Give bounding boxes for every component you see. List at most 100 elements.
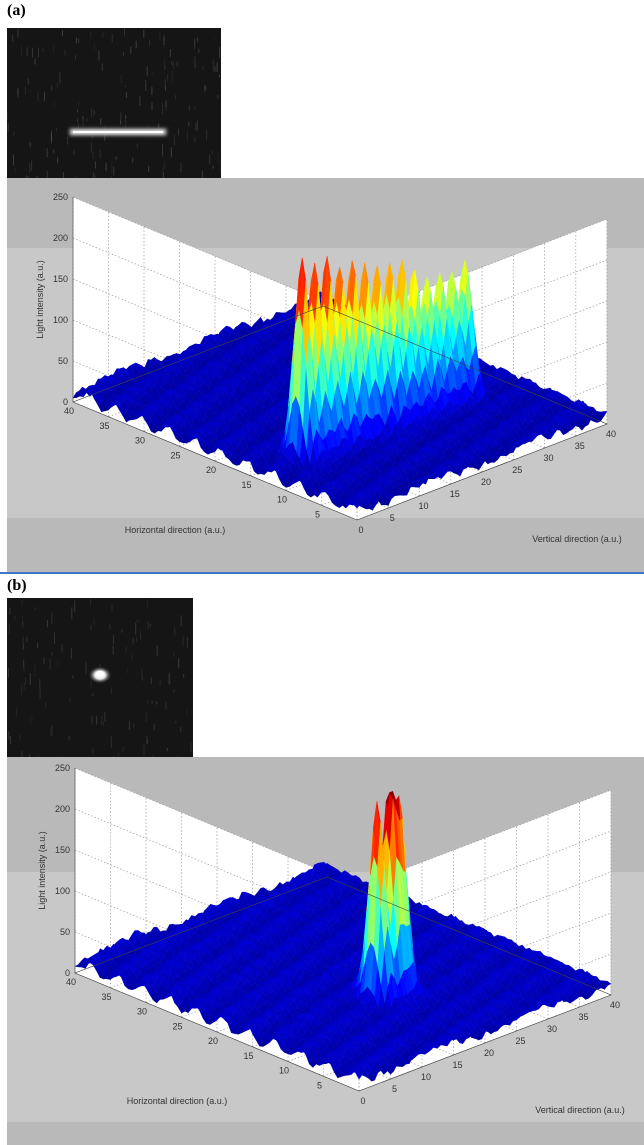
image-speckle: [170, 147, 172, 158]
z-tick-label: 100: [55, 886, 70, 896]
image-speckle: [216, 62, 218, 72]
image-speckle: [44, 91, 45, 102]
image-speckle: [23, 667, 25, 672]
image-speckle: [51, 85, 53, 91]
image-speckle: [120, 112, 122, 123]
image-speckle: [43, 657, 45, 665]
image-speckle: [173, 61, 174, 70]
image-speckle: [37, 92, 39, 101]
image-speckle: [174, 627, 176, 636]
image-speckle: [9, 736, 11, 744]
image-speckle: [39, 679, 41, 688]
image-speckle: [69, 698, 71, 702]
image-speckle: [101, 716, 103, 725]
image-speckle: [72, 675, 74, 679]
image-speckle: [135, 622, 137, 635]
image-speckle: [51, 725, 53, 736]
image-speckle: [151, 86, 153, 95]
image-speckle: [136, 143, 138, 149]
image-speckle: [180, 615, 182, 627]
grid-line: [72, 278, 608, 398]
y-tick-label: 25: [515, 1036, 525, 1046]
image-speckle: [196, 120, 198, 131]
image-speckle: [194, 106, 196, 109]
image-speckle: [131, 655, 133, 662]
image-speckle: [159, 31, 161, 41]
image-speckle: [7, 123, 9, 132]
image-speckle: [153, 723, 155, 730]
surface-mesh: [72, 256, 608, 511]
z-tick-label: 250: [53, 192, 68, 202]
image-speckle: [31, 47, 33, 58]
image-speckle: [180, 726, 182, 733]
image-speckle: [50, 134, 52, 144]
axes-frame: [72, 305, 608, 521]
image-speckle: [148, 165, 150, 172]
image-speckle: [85, 662, 87, 674]
image-speckle: [34, 58, 36, 65]
image-speckle: [212, 59, 214, 72]
image-speckle: [173, 653, 175, 657]
camera-image-b: [7, 598, 193, 757]
image-speckle: [217, 151, 219, 163]
image-speckle: [212, 165, 214, 169]
x-tick-label: 35: [99, 421, 109, 431]
image-speckle: [23, 682, 25, 690]
camera-image-a: [7, 28, 221, 178]
image-speckle: [91, 108, 93, 118]
image-speckle: [25, 677, 27, 684]
image-speckle: [125, 646, 127, 654]
image-speckle: [111, 161, 113, 174]
z-tick-label: 50: [60, 927, 70, 937]
image-speckle: [143, 29, 145, 38]
image-speckle: [101, 63, 103, 71]
image-speckle: [186, 636, 188, 649]
surface-plot-b-svg: 5101520253035400510152025303540050100150…: [7, 757, 644, 1145]
image-speckle: [51, 651, 53, 656]
image-speckle: [111, 34, 113, 43]
image-speckle: [51, 130, 52, 142]
image-speckle: [164, 161, 166, 169]
image-speckle: [156, 645, 158, 657]
image-speckle: [54, 632, 55, 645]
image-speckle: [219, 47, 220, 58]
image-speckle: [151, 701, 153, 704]
image-speckle: [165, 702, 167, 709]
z-tick-label: 150: [55, 845, 70, 855]
image-speckle: [98, 50, 100, 61]
image-speckle: [112, 756, 114, 757]
y-tick-label: 40: [610, 1000, 620, 1010]
image-speckle: [140, 630, 142, 640]
image-speckle: [158, 123, 160, 132]
image-speckle: [92, 748, 94, 754]
image-speckle: [186, 130, 188, 142]
image-speckle: [146, 739, 148, 744]
image-speckle: [94, 161, 96, 169]
image-speckle: [163, 33, 165, 41]
image-speckle: [125, 116, 127, 119]
image-speckle: [30, 717, 31, 725]
image-speckle: [91, 715, 93, 724]
image-speckle: [186, 708, 188, 716]
image-speckle: [146, 699, 148, 705]
image-speckle: [205, 85, 206, 90]
image-speckle: [17, 88, 19, 96]
y-tick-label: 30: [543, 453, 553, 463]
panel-label-a: (a): [7, 2, 26, 19]
image-speckle: [92, 151, 94, 160]
image-speckle: [162, 151, 164, 158]
image-speckle: [139, 95, 141, 106]
surface-mesh: [74, 790, 612, 1082]
image-speckle: [29, 89, 31, 93]
image-speckle: [92, 693, 94, 696]
z-axis-label: Light intensity (a.u.): [37, 831, 47, 910]
image-speckle: [51, 612, 53, 625]
image-speckle: [111, 176, 113, 178]
image-speckle: [111, 688, 112, 694]
image-speckle: [114, 157, 116, 161]
plot-band: [7, 1122, 644, 1145]
image-speckle: [169, 49, 171, 57]
image-speckle: [166, 747, 168, 751]
x-tick-label: 10: [277, 495, 287, 505]
image-speckle: [178, 128, 180, 136]
